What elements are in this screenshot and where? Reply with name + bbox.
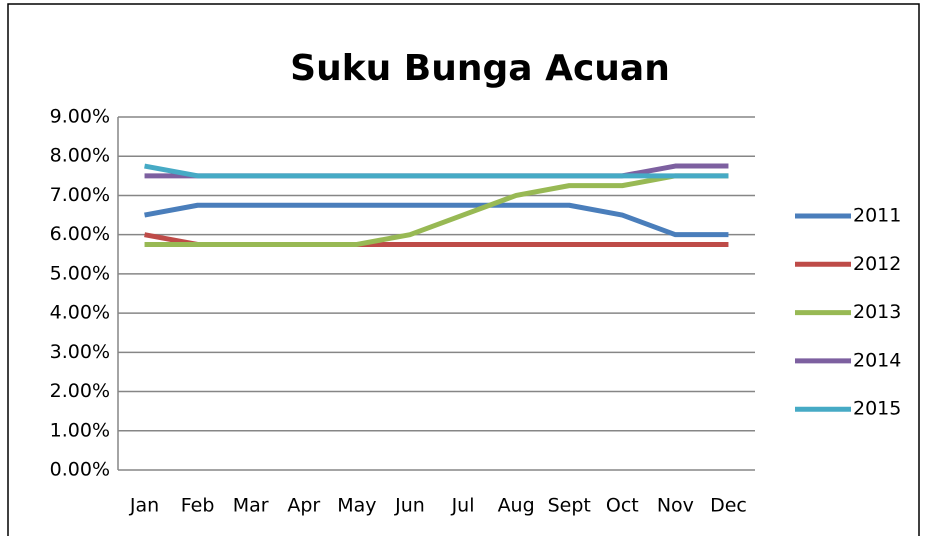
x-tick-label: Aug (498, 495, 535, 517)
legend-label: 2012 (853, 253, 901, 275)
x-tick-label: Jan (129, 495, 159, 517)
y-tick-label: 0.00% (50, 459, 110, 481)
y-tick-label: 8.00% (50, 145, 110, 167)
y-tick-label: 7.00% (50, 184, 110, 206)
x-tick-label: Sept (548, 495, 591, 517)
series-line (144, 202, 729, 238)
y-tick-label: 5.00% (50, 262, 110, 284)
y-tick-label: 4.00% (50, 302, 110, 324)
legend-label: 2013 (853, 301, 901, 323)
y-tick-label: 9.00% (50, 106, 110, 128)
legend-label: 2011 (853, 205, 901, 227)
x-tick-label: Mar (233, 495, 269, 517)
x-tick-label: Apr (287, 495, 320, 517)
x-tick-label: Jun (394, 495, 425, 517)
y-tick-label: 6.00% (50, 223, 110, 245)
x-tick-label: Nov (657, 495, 694, 517)
x-tick-label: Jul (451, 495, 475, 517)
chart-title: Suku Bunga Acuan (290, 48, 670, 89)
y-tick-label: 3.00% (50, 341, 110, 363)
chart-frame (7, 3, 920, 536)
x-tick-label: Oct (606, 495, 639, 517)
x-tick-label: Feb (181, 495, 215, 517)
series-line (144, 173, 729, 247)
series-line (144, 163, 729, 179)
x-tick-label: Dec (710, 495, 747, 517)
legend-label: 2014 (853, 349, 901, 371)
legend-label: 2015 (853, 398, 901, 420)
y-tick-label: 2.00% (50, 380, 110, 402)
y-tick-label: 1.00% (50, 419, 110, 441)
x-tick-label: May (337, 495, 376, 517)
